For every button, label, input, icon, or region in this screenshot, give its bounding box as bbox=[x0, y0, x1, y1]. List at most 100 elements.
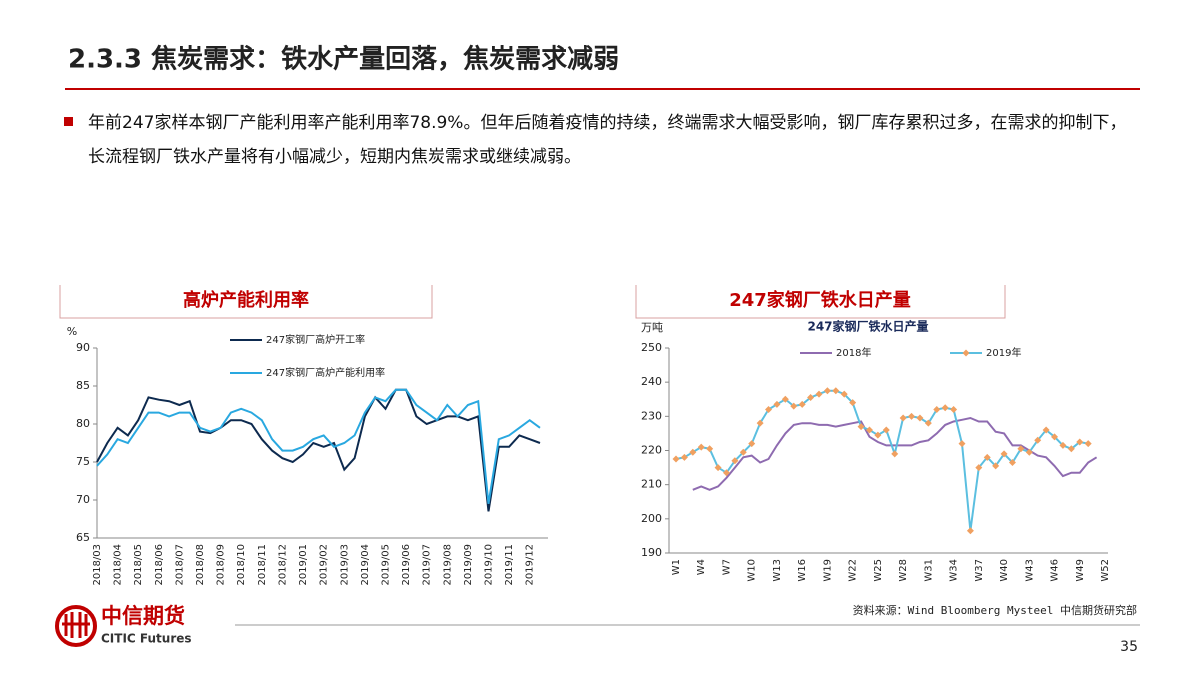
x-tick-label: 2018/12 bbox=[277, 544, 288, 586]
series-marker bbox=[857, 423, 865, 431]
series-marker bbox=[672, 455, 680, 463]
x-tick-label: W25 bbox=[873, 559, 884, 582]
panel-title: 247家钢厂铁水日产量 bbox=[729, 289, 911, 311]
y-unit: 万吨 bbox=[641, 321, 663, 334]
x-tick-label: W46 bbox=[1050, 559, 1061, 582]
x-tick-label: W31 bbox=[923, 559, 934, 582]
y-tick-label: 230 bbox=[641, 409, 662, 422]
series-marker bbox=[1076, 438, 1084, 446]
series-marker bbox=[983, 453, 991, 461]
x-tick-label: W52 bbox=[1100, 559, 1111, 582]
x-tick-label: 2019/06 bbox=[401, 544, 412, 586]
x-tick-label: 2019/09 bbox=[463, 544, 474, 586]
chart-subtitle: 247家钢厂铁水日产量 bbox=[807, 319, 928, 334]
x-tick-label: W7 bbox=[721, 559, 732, 575]
x-tick-label: 2019/12 bbox=[525, 544, 536, 586]
bullet-text: 年前247家样本钢厂产能利用率产能利用率78.9%。但年后随着疫情的持续，终端需… bbox=[88, 113, 1127, 167]
y-tick-label: 90 bbox=[76, 341, 90, 354]
x-tick-label: 2019/01 bbox=[298, 544, 309, 586]
x-tick-label: 2018/06 bbox=[154, 544, 165, 586]
y-tick-label: 80 bbox=[76, 417, 90, 430]
series-marker bbox=[865, 426, 873, 434]
x-tick-label: 2019/07 bbox=[422, 544, 433, 586]
x-tick-label: 2018/10 bbox=[236, 544, 247, 586]
x-tick-label: 2018/08 bbox=[195, 544, 206, 586]
series-marker bbox=[975, 464, 983, 472]
y-tick-label: 220 bbox=[641, 444, 662, 457]
y-tick-label: 200 bbox=[641, 512, 662, 525]
x-tick-label: 2019/10 bbox=[483, 544, 494, 586]
series-marker bbox=[815, 390, 823, 398]
series-marker bbox=[958, 440, 966, 448]
series-marker bbox=[781, 395, 789, 403]
series-marker bbox=[1059, 441, 1067, 449]
series-marker bbox=[798, 400, 806, 408]
series-marker bbox=[1000, 450, 1008, 458]
logo-english: CITIC Futures bbox=[101, 632, 192, 646]
series-marker bbox=[739, 448, 747, 456]
series-marker bbox=[966, 527, 974, 535]
bullet-marker bbox=[64, 117, 73, 126]
x-tick-label: W37 bbox=[974, 559, 985, 582]
legend-label: 2018年 bbox=[836, 346, 871, 359]
x-tick-label: W13 bbox=[772, 559, 783, 582]
series-marker bbox=[790, 402, 798, 410]
y-tick-label: 85 bbox=[76, 379, 90, 392]
x-tick-label: 2019/05 bbox=[380, 544, 391, 586]
x-tick-label: W1 bbox=[671, 559, 682, 575]
x-tick-label: W16 bbox=[797, 559, 808, 582]
series-marker bbox=[849, 399, 857, 407]
logo-name: 中信期货 bbox=[101, 604, 185, 628]
x-tick-label: 2018/11 bbox=[257, 544, 268, 586]
series-marker bbox=[680, 453, 688, 461]
y-tick-label: 190 bbox=[641, 546, 662, 559]
legend-label: 247家钢厂高炉开工率 bbox=[266, 333, 365, 346]
series-marker bbox=[823, 387, 831, 395]
series-marker bbox=[1034, 436, 1042, 444]
series-marker bbox=[706, 445, 714, 453]
series-marker bbox=[933, 406, 941, 413]
x-tick-label: W43 bbox=[1024, 559, 1035, 582]
y-tick-label: 210 bbox=[641, 478, 662, 491]
legend-label: 247家钢厂高炉产能利用率 bbox=[266, 366, 385, 379]
legend-label: 2019年 bbox=[986, 346, 1021, 359]
series-marker bbox=[1025, 448, 1033, 456]
y-tick-label: 70 bbox=[76, 493, 90, 506]
series-marker bbox=[832, 387, 840, 395]
series-marker bbox=[992, 462, 1000, 470]
series-marker bbox=[689, 448, 697, 456]
x-tick-label: W22 bbox=[848, 559, 859, 582]
series-line bbox=[96, 388, 541, 512]
x-tick-label: 2018/03 bbox=[92, 544, 103, 586]
x-tick-label: 2019/11 bbox=[504, 544, 515, 586]
x-tick-label: W28 bbox=[898, 559, 909, 582]
series-marker bbox=[840, 390, 848, 398]
x-tick-label: W49 bbox=[1075, 559, 1086, 582]
series-marker bbox=[950, 406, 958, 413]
legend-marker bbox=[962, 349, 970, 357]
panel-frame bbox=[59, 285, 1006, 319]
series-marker bbox=[941, 404, 949, 412]
y-tick-label: 240 bbox=[641, 375, 662, 388]
series-marker bbox=[891, 450, 899, 458]
series-marker bbox=[1017, 445, 1025, 453]
series-marker bbox=[908, 412, 916, 420]
series-marker bbox=[756, 419, 764, 427]
series-marker bbox=[765, 406, 773, 413]
series-marker bbox=[882, 426, 890, 434]
logo-icon bbox=[55, 605, 97, 647]
series-marker bbox=[1067, 445, 1075, 453]
series-marker bbox=[1042, 426, 1050, 434]
page-number: 35 bbox=[1120, 639, 1138, 655]
x-tick-label: 2018/04 bbox=[113, 544, 124, 586]
series-marker bbox=[916, 414, 924, 422]
x-tick-label: 2019/02 bbox=[319, 544, 330, 586]
x-tick-label: W34 bbox=[949, 559, 960, 582]
series-marker bbox=[924, 419, 932, 427]
series-marker bbox=[1084, 440, 1092, 448]
y-tick-label: 65 bbox=[76, 531, 90, 544]
x-tick-label: 2018/07 bbox=[174, 544, 185, 586]
series-marker bbox=[748, 440, 756, 448]
